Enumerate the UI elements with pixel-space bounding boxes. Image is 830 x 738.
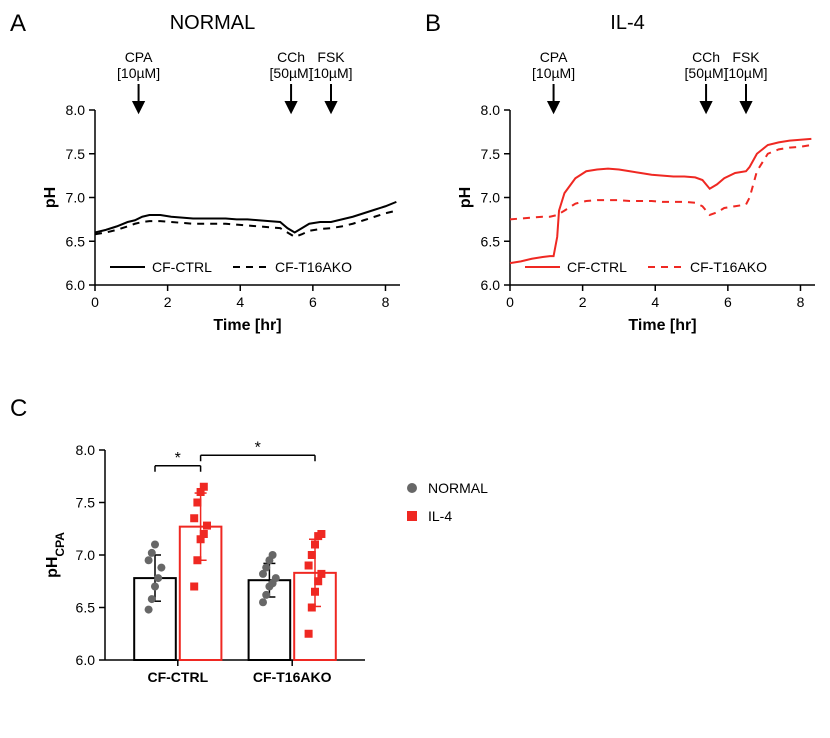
svg-text:7.5: 7.5 <box>481 146 501 162</box>
svg-text:FSK: FSK <box>317 49 345 65</box>
svg-text:8: 8 <box>797 294 805 310</box>
svg-text:pH: pH <box>42 187 59 208</box>
panel-c-chart: 6.0 6.5 7.0 7.5 8.0 pHCPA CF-CTRL CF-T16AKO * * <box>40 420 380 730</box>
panel-a-label: A <box>10 10 26 38</box>
svg-text:CF-T16AKO: CF-T16AKO <box>253 669 332 685</box>
svg-text:[10µM]: [10µM] <box>309 65 352 81</box>
svg-text:[50µM]: [50µM] <box>270 65 313 81</box>
svg-text:2: 2 <box>164 294 172 310</box>
svg-text:6.0: 6.0 <box>66 277 86 293</box>
svg-text:6: 6 <box>309 294 317 310</box>
svg-text:*: * <box>175 450 181 467</box>
svg-text:*: * <box>255 439 261 456</box>
svg-text:8.0: 8.0 <box>481 102 501 118</box>
svg-text:6.5: 6.5 <box>481 233 501 249</box>
svg-text:6.5: 6.5 <box>76 600 96 616</box>
panel-b-label: B <box>425 10 441 38</box>
svg-text:4: 4 <box>651 294 659 310</box>
svg-text:4: 4 <box>236 294 244 310</box>
svg-text:[10µM]: [10µM] <box>724 65 767 81</box>
svg-text:CF-CTRL: CF-CTRL <box>147 669 208 685</box>
svg-text:6.0: 6.0 <box>76 652 96 668</box>
svg-text:8: 8 <box>382 294 390 310</box>
svg-text:IL-4: IL-4 <box>428 508 452 524</box>
svg-text:2: 2 <box>579 294 587 310</box>
svg-text:[50µM]: [50µM] <box>685 65 728 81</box>
svg-text:7.0: 7.0 <box>66 190 86 206</box>
svg-text:pH: pH <box>457 187 474 208</box>
svg-text:CF-T16AKO: CF-T16AKO <box>275 259 352 275</box>
svg-text:6.5: 6.5 <box>66 233 86 249</box>
svg-text:Time [hr]: Time [hr] <box>628 317 696 334</box>
svg-text:CPA: CPA <box>540 49 568 65</box>
svg-text:FSK: FSK <box>732 49 760 65</box>
svg-text:CF-T16AKO: CF-T16AKO <box>690 259 767 275</box>
panel-a-chart: 6.06.57.07.58.002468Time [hr]pHCPA[10µM]… <box>40 40 415 340</box>
svg-text:6: 6 <box>724 294 732 310</box>
svg-text:7.5: 7.5 <box>66 146 86 162</box>
svg-text:CF-CTRL: CF-CTRL <box>152 259 212 275</box>
svg-text:[10µM]: [10µM] <box>532 65 575 81</box>
svg-text:pHCPA: pHCPA <box>44 532 67 578</box>
svg-text:7.5: 7.5 <box>76 495 96 511</box>
svg-text:8.0: 8.0 <box>66 102 86 118</box>
panel-c-legend: NORMAL IL-4 <box>400 470 600 540</box>
svg-text:6.0: 6.0 <box>481 277 501 293</box>
svg-text:0: 0 <box>506 294 514 310</box>
panel-b-chart: 6.06.57.07.58.002468Time [hr]pHCPA[10µM]… <box>455 40 830 340</box>
svg-text:7.0: 7.0 <box>481 190 501 206</box>
panel-b-title: IL-4 <box>455 12 800 35</box>
svg-text:[10µM]: [10µM] <box>117 65 160 81</box>
svg-text:NORMAL: NORMAL <box>428 480 488 496</box>
svg-text:8.0: 8.0 <box>76 442 96 458</box>
panel-c-label: C <box>10 395 27 423</box>
svg-text:CCh: CCh <box>277 49 305 65</box>
svg-text:CPA: CPA <box>125 49 153 65</box>
svg-text:Time [hr]: Time [hr] <box>213 317 281 334</box>
svg-text:7.0: 7.0 <box>76 547 96 563</box>
svg-text:CCh: CCh <box>692 49 720 65</box>
panel-a-title: NORMAL <box>40 12 385 35</box>
svg-text:CF-CTRL: CF-CTRL <box>567 259 627 275</box>
svg-text:0: 0 <box>91 294 99 310</box>
